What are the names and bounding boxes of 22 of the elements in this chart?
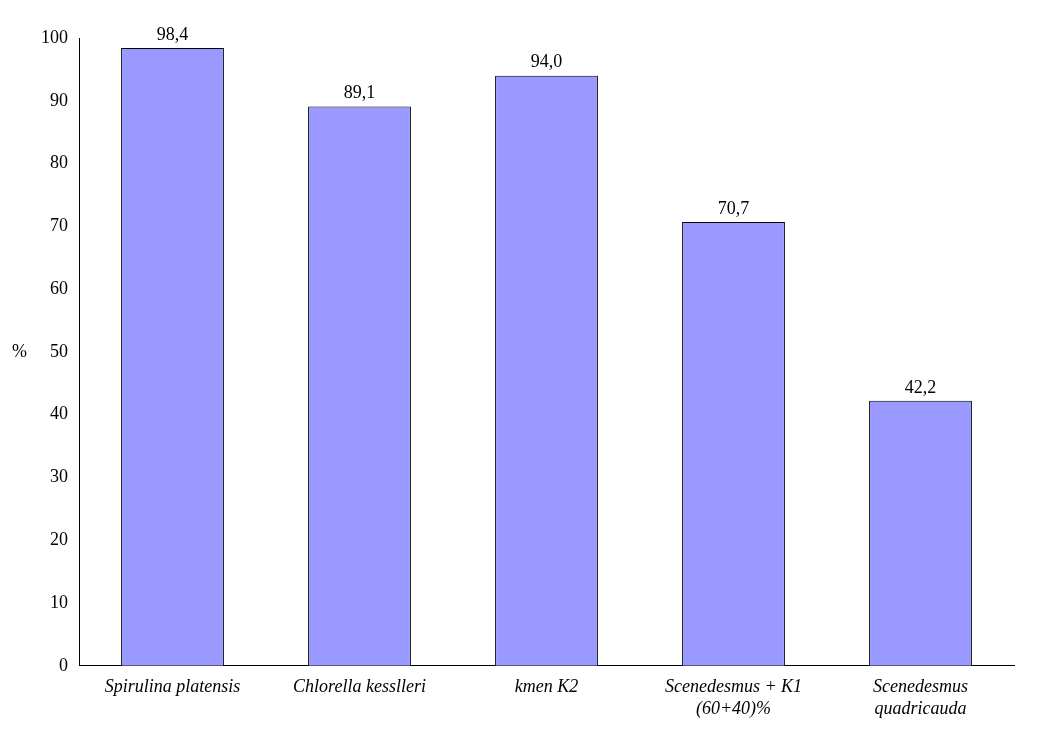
data-label: 42,2 xyxy=(904,376,937,397)
data-label: 94,0 xyxy=(530,51,563,72)
y-tick-label: 40 xyxy=(50,403,68,424)
y-tick-label: 50 xyxy=(50,340,68,361)
y-tick-label: 80 xyxy=(50,152,68,173)
y-axis-title: % xyxy=(12,340,27,361)
y-tick-label: 60 xyxy=(50,277,68,298)
x-tick-label: kmen K2 xyxy=(514,676,579,697)
data-label: 98,4 xyxy=(156,23,189,44)
y-tick-label: 90 xyxy=(50,89,68,110)
data-label: 89,1 xyxy=(343,82,376,103)
x-tick-label: Spirulina platensis xyxy=(104,676,241,697)
y-tick-label: 70 xyxy=(50,215,68,236)
y-tick-label: 100 xyxy=(41,26,68,47)
y-tick-label: 30 xyxy=(50,466,68,487)
y-tick-label: 20 xyxy=(50,528,68,549)
x-tick-label: Chlorella kesslleri xyxy=(293,676,426,697)
y-tick-label: 0 xyxy=(59,654,68,675)
x-tick-label: Scenedesmus quadricauda xyxy=(873,676,968,718)
x-tick-label: Scenedesmus + K1 (60+40)% xyxy=(664,676,803,719)
data-label: 70,7 xyxy=(717,197,750,218)
y-tick-label: 10 xyxy=(50,591,68,612)
